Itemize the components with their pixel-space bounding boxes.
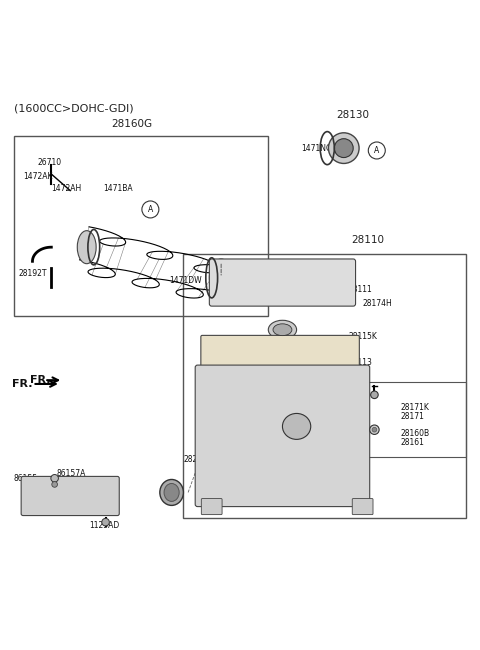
Text: 28130: 28130 (336, 110, 370, 120)
Text: 28192T: 28192T (18, 268, 47, 278)
Circle shape (51, 474, 59, 482)
Text: 28161: 28161 (400, 438, 424, 447)
Text: 28111: 28111 (348, 285, 372, 294)
Text: 28115K: 28115K (348, 332, 377, 341)
FancyBboxPatch shape (352, 499, 373, 515)
Circle shape (142, 201, 159, 218)
Text: 28112: 28112 (325, 483, 348, 492)
Ellipse shape (164, 484, 179, 501)
Ellipse shape (77, 231, 96, 264)
Text: 28213A: 28213A (23, 493, 52, 502)
Text: 1471DW: 1471DW (169, 276, 202, 285)
FancyBboxPatch shape (209, 259, 356, 306)
Ellipse shape (268, 320, 297, 339)
Text: FR.: FR. (30, 375, 50, 385)
Circle shape (372, 427, 377, 432)
Text: 1471NC: 1471NC (301, 144, 332, 153)
Text: 1472AK: 1472AK (23, 172, 52, 181)
Text: 28171K: 28171K (400, 403, 429, 412)
Text: A: A (374, 146, 379, 155)
Text: 1471BA: 1471BA (103, 184, 133, 192)
Text: (1600CC>DOHC-GDI): (1600CC>DOHC-GDI) (13, 103, 133, 113)
Text: 86157A: 86157A (56, 469, 85, 478)
FancyBboxPatch shape (201, 335, 360, 369)
Text: A: A (148, 205, 153, 214)
Text: 28174H: 28174H (362, 299, 392, 308)
FancyBboxPatch shape (21, 476, 119, 515)
Text: 28113: 28113 (348, 358, 372, 367)
Text: 28160G: 28160G (111, 119, 152, 129)
FancyBboxPatch shape (201, 499, 222, 515)
Text: 28171: 28171 (400, 413, 424, 421)
Text: 28110: 28110 (351, 235, 384, 245)
Text: 26710: 26710 (37, 158, 61, 167)
Text: 86156: 86156 (56, 478, 80, 488)
Text: 28210: 28210 (183, 455, 207, 464)
Circle shape (370, 425, 379, 434)
Circle shape (368, 142, 385, 159)
Text: 86155: 86155 (13, 474, 38, 483)
Circle shape (102, 519, 109, 526)
Ellipse shape (212, 263, 230, 293)
Ellipse shape (335, 138, 353, 157)
Ellipse shape (273, 324, 292, 335)
Text: 28160B: 28160B (400, 429, 430, 438)
Text: 28116B: 28116B (207, 474, 236, 483)
Ellipse shape (328, 133, 359, 163)
Ellipse shape (282, 413, 311, 439)
Text: 1472AH: 1472AH (51, 184, 82, 192)
Circle shape (52, 482, 58, 488)
Text: 1125AD: 1125AD (89, 521, 120, 530)
Ellipse shape (160, 480, 183, 506)
Text: FR.: FR. (12, 379, 33, 389)
Circle shape (371, 391, 378, 398)
FancyBboxPatch shape (195, 365, 370, 506)
